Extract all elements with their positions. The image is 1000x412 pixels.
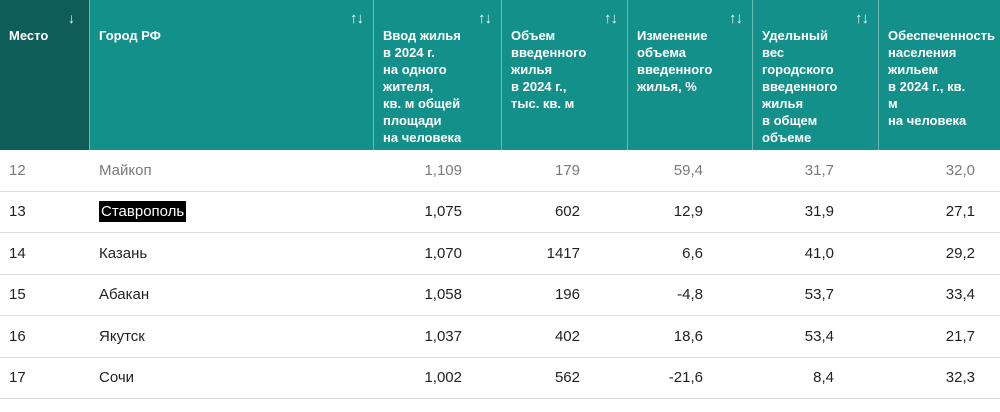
housing-provision-cell: 27,1: [945, 203, 975, 221]
housing-volume-cell: 1417: [546, 244, 580, 262]
housing-provision-cell: 32,0: [945, 161, 975, 179]
rank-cell: 12: [9, 161, 26, 179]
housing-volume-cell: 602: [554, 203, 580, 221]
city-cell: Абакан: [99, 286, 150, 304]
housing-per-capita-cell: 1,058: [424, 286, 462, 304]
housing-per-capita-cell: 1,037: [424, 327, 462, 345]
column-header-rank[interactable]: Место ↓: [0, 0, 90, 150]
rank-cell: 17: [9, 369, 26, 387]
sort-toggle-icon[interactable]: ↑↓: [350, 10, 364, 27]
city-share-cell: 31,9: [804, 203, 834, 221]
housing-provision-cell: 21,7: [945, 327, 975, 345]
city-cell: Ставрополь: [90, 201, 374, 223]
city-cell: Якутск: [99, 327, 145, 345]
volume-change-cell: -21,6: [668, 369, 703, 387]
rank-cell: 15: [9, 286, 26, 304]
city-share-cell: 8,4: [813, 369, 834, 387]
highlighted-city-text: Ставрополь: [99, 201, 187, 223]
column-header-housing-per-capita[interactable]: Ввод жилья в 2024 г. на одного жителя, к…: [374, 0, 502, 150]
housing-volume-cell: 562: [554, 369, 580, 387]
column-header-volume-change[interactable]: Изменение объема введенного жилья, % ↑↓: [628, 0, 753, 150]
volume-change-cell: 6,6: [682, 244, 703, 262]
table-row: 12 Майкоп 1,109 179 59,4 31,7 32,0: [0, 150, 1000, 192]
housing-per-capita-cell: 1,070: [424, 244, 462, 262]
housing-provision-cell: 29,2: [945, 244, 975, 262]
housing-provision-cell: 32,3: [945, 369, 975, 387]
column-header-label: Объем введенного жилья в 2024 г., тыс. к…: [511, 28, 587, 111]
sort-toggle-icon[interactable]: ↑↓: [729, 10, 743, 27]
column-header-label: Место: [9, 28, 49, 43]
column-header-label: Изменение объема введенного жилья, %: [637, 28, 713, 94]
city-cell: Майкоп: [99, 161, 152, 179]
housing-per-capita-cell: 1,109: [424, 161, 462, 179]
column-header-label: Город РФ: [99, 28, 161, 43]
city-share-cell: 41,0: [804, 244, 834, 262]
housing-per-capita-cell: 1,075: [424, 203, 462, 221]
volume-change-cell: 59,4: [673, 161, 703, 179]
housing-provision-cell: 33,4: [945, 286, 975, 304]
city-share-cell: 31,7: [804, 161, 834, 179]
sort-down-icon[interactable]: ↓: [68, 10, 75, 26]
table-body: 12 Майкоп 1,109 179 59,4 31,7 32,0 13 Ст…: [0, 150, 1000, 399]
table-row: 16 Якутск 1,037 402 18,6 53,4 21,7: [0, 316, 1000, 358]
column-header-housing-provision[interactable]: Обеспеченность населения жильем в 2024 г…: [879, 0, 1000, 150]
table-row: 14 Казань 1,070 1417 6,6 41,0 29,2: [0, 233, 1000, 275]
column-header-housing-volume[interactable]: Объем введенного жилья в 2024 г., тыс. к…: [502, 0, 628, 150]
column-header-label: Ввод жилья в 2024 г. на одного жителя, к…: [383, 28, 462, 145]
sort-toggle-icon[interactable]: ↑↓: [604, 10, 618, 27]
table-row: 15 Абакан 1,058 196 -4,8 53,7 33,4: [0, 275, 1000, 316]
rank-cell: 14: [9, 244, 26, 262]
column-header-label: Удельный вес городского введенного жилья…: [762, 28, 838, 162]
city-share-cell: 53,7: [804, 286, 834, 304]
column-header-label: Обеспеченность населения жильем в 2024 г…: [888, 28, 996, 128]
sort-toggle-icon[interactable]: ↑↓: [478, 10, 492, 27]
column-header-city-share[interactable]: Удельный вес городского введенного жилья…: [753, 0, 879, 162]
city-cell: Сочи: [99, 369, 135, 387]
rank-cell: 16: [9, 327, 26, 345]
volume-change-cell: 18,6: [673, 327, 703, 345]
housing-volume-cell: 179: [554, 161, 580, 179]
rank-cell: 13: [9, 203, 26, 221]
housing-volume-cell: 402: [554, 327, 580, 345]
city-cell: Казань: [99, 244, 148, 262]
housing-volume-cell: 196: [554, 286, 580, 304]
volume-change-cell: -4,8: [677, 286, 703, 304]
table-header: Место ↓ Город РФ ↑↓ Ввод жилья в 2024 г.…: [0, 0, 1000, 162]
table-row: 17 Сочи 1,002 562 -21,6 8,4 32,3: [0, 358, 1000, 399]
sort-toggle-icon[interactable]: ↑↓: [855, 10, 869, 27]
city-share-cell: 53,4: [804, 327, 834, 345]
volume-change-cell: 12,9: [673, 203, 703, 221]
table-row: 13 Ставрополь 1,075 602 12,9 31,9 27,1: [0, 192, 1000, 233]
column-header-city[interactable]: Город РФ ↑↓: [90, 0, 374, 150]
housing-per-capita-cell: 1,002: [424, 369, 462, 387]
